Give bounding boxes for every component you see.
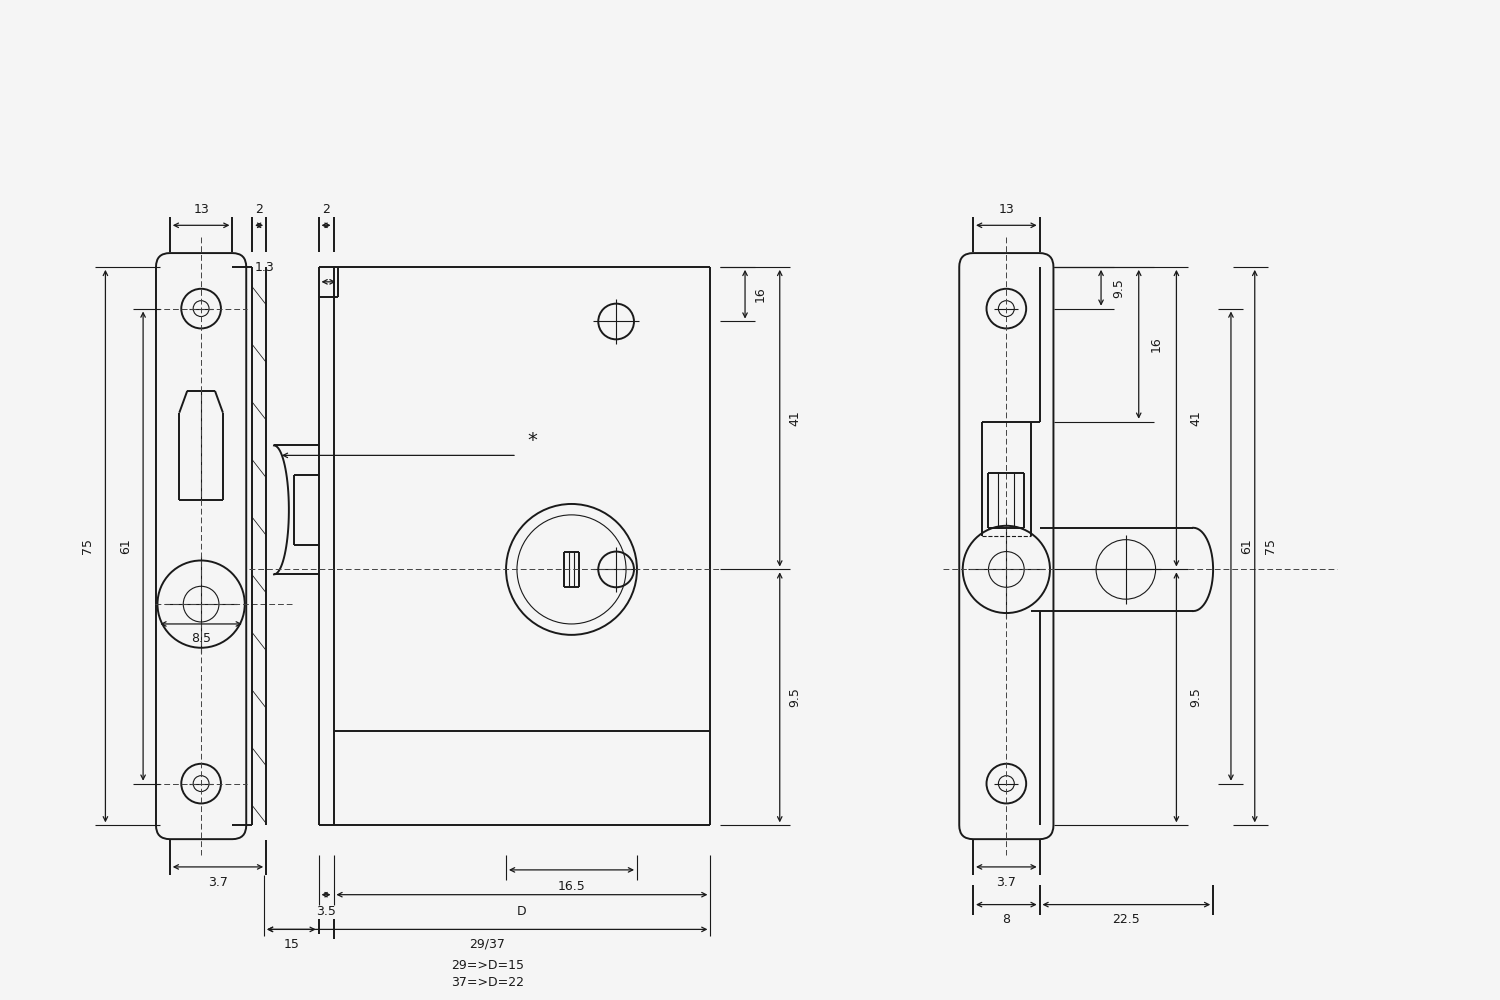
Text: 75: 75 xyxy=(81,538,94,554)
Text: 2: 2 xyxy=(255,203,262,216)
Text: 29=>D=15: 29=>D=15 xyxy=(450,959,524,972)
Text: 3.7: 3.7 xyxy=(996,876,1017,889)
Text: 8.5: 8.5 xyxy=(190,632,211,645)
Text: 22.5: 22.5 xyxy=(1113,913,1140,926)
Text: 37=>D=22: 37=>D=22 xyxy=(450,976,524,989)
Text: 61: 61 xyxy=(1240,538,1254,554)
Text: 16.5: 16.5 xyxy=(558,880,585,893)
Text: 3.7: 3.7 xyxy=(209,876,228,889)
Text: 9.5: 9.5 xyxy=(788,687,801,707)
Text: 41: 41 xyxy=(788,410,801,426)
Text: 8: 8 xyxy=(1002,913,1011,926)
Text: 16: 16 xyxy=(1150,336,1162,352)
Text: 9.5: 9.5 xyxy=(1190,687,1203,707)
Text: D: D xyxy=(518,905,526,918)
Text: 29/37: 29/37 xyxy=(470,938,506,951)
Text: 16: 16 xyxy=(753,286,766,302)
Text: 61: 61 xyxy=(118,538,132,554)
Text: 13: 13 xyxy=(999,203,1014,216)
Text: *: * xyxy=(526,431,537,450)
Text: 3.5: 3.5 xyxy=(316,905,336,918)
Text: 2: 2 xyxy=(322,203,330,216)
Text: 15: 15 xyxy=(284,938,300,951)
Text: 13: 13 xyxy=(194,203,208,216)
Text: 9.5: 9.5 xyxy=(1113,278,1125,298)
Text: 75: 75 xyxy=(1264,538,1276,554)
Text: 1.3: 1.3 xyxy=(254,261,274,274)
Text: 41: 41 xyxy=(1190,410,1203,426)
